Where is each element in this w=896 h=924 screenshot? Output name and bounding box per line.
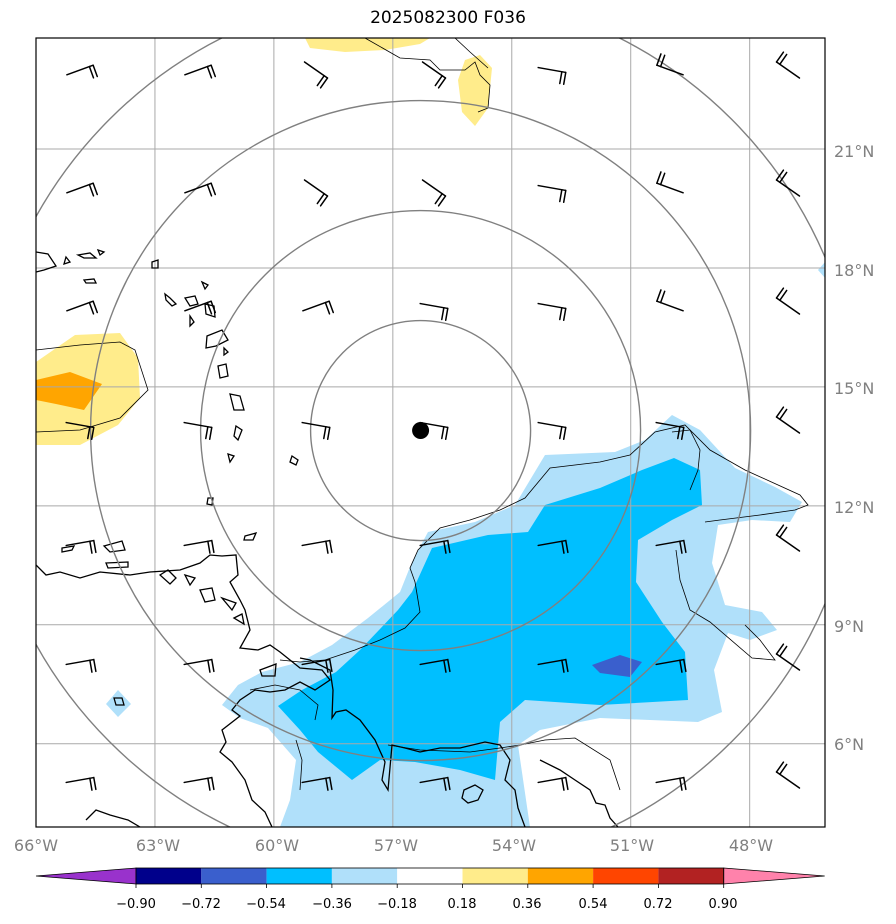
colorbar-swatch bbox=[201, 868, 267, 884]
longitude-labels: 66°W 63°W 60°W 57°W 54°W 51°W 48°W bbox=[14, 836, 773, 855]
wind-barb bbox=[183, 539, 215, 554]
wind-barb bbox=[775, 643, 801, 671]
lat-label: 21°N bbox=[834, 142, 874, 161]
colorbar-swatch bbox=[527, 868, 594, 884]
wind-barb bbox=[184, 64, 217, 79]
graticule bbox=[36, 38, 825, 827]
wind-barb bbox=[303, 61, 329, 89]
lon-label: 51°W bbox=[610, 836, 654, 855]
wind-barb bbox=[656, 171, 684, 194]
lat-label: 18°N bbox=[834, 261, 874, 280]
wind-barb bbox=[184, 300, 217, 315]
wind-barb bbox=[65, 539, 97, 554]
lat-label: 15°N bbox=[834, 379, 874, 398]
wind-barb bbox=[301, 539, 333, 554]
colorbar-label: 0.90 bbox=[709, 897, 738, 912]
colorbar-frame bbox=[135, 867, 725, 885]
range-ring bbox=[309, 319, 532, 542]
wind-barb bbox=[537, 184, 567, 203]
wind-barb bbox=[183, 658, 215, 673]
wind-barb bbox=[419, 302, 449, 321]
wind-barb bbox=[419, 658, 451, 673]
lon-label: 54°W bbox=[492, 836, 536, 855]
wind-barb bbox=[775, 406, 801, 434]
wind-barb bbox=[656, 289, 684, 312]
wind-barb bbox=[775, 51, 801, 79]
wind-barb bbox=[775, 761, 801, 789]
wind-barb bbox=[65, 421, 95, 440]
wind-barb bbox=[655, 421, 685, 440]
wind-barb bbox=[421, 61, 447, 89]
wind-barb bbox=[301, 421, 331, 440]
wind-barb bbox=[184, 182, 217, 197]
wind-barb bbox=[655, 539, 687, 554]
wind-barb bbox=[301, 776, 333, 791]
wind-barb bbox=[421, 179, 447, 207]
colorbar-swatch bbox=[266, 868, 332, 884]
wind-barb bbox=[66, 64, 99, 79]
colorbar-label: −0.90 bbox=[116, 897, 156, 912]
colorbar-swatch bbox=[331, 868, 398, 884]
wind-barb bbox=[537, 658, 569, 673]
colorbar-label: −0.18 bbox=[377, 897, 417, 912]
storm-center-marker bbox=[412, 422, 430, 440]
wind-barb bbox=[65, 658, 97, 673]
wind-barb bbox=[537, 776, 569, 791]
range-ring bbox=[199, 209, 642, 652]
wind-barb bbox=[537, 302, 567, 321]
colorbar-extend-high bbox=[723, 867, 825, 885]
colorbar-swatch bbox=[658, 868, 724, 884]
colorbar-label: −0.54 bbox=[246, 897, 286, 912]
colorbar-extend-low bbox=[35, 867, 137, 885]
range-rings bbox=[36, 38, 825, 827]
lat-label: 6°N bbox=[834, 735, 864, 754]
wind-barb bbox=[65, 776, 97, 791]
wind-barb bbox=[537, 421, 567, 440]
lat-label: 9°N bbox=[834, 617, 864, 636]
range-ring bbox=[89, 99, 752, 762]
wind-barb bbox=[183, 776, 215, 791]
wind-barb bbox=[301, 658, 333, 673]
colorbar-labels: −0.90 −0.72 −0.54 −0.36 −0.18 0.18 0.36 … bbox=[116, 897, 737, 912]
colorbar-swatch bbox=[136, 868, 202, 884]
lon-label: 57°W bbox=[374, 836, 418, 855]
wind-barb bbox=[655, 658, 687, 673]
lat-label: 12°N bbox=[834, 498, 874, 517]
colorbar-swatch bbox=[462, 868, 528, 884]
latitude-labels: 21°N 18°N 15°N 12°N 9°N 6°N bbox=[834, 142, 874, 754]
lon-label: 60°W bbox=[255, 836, 299, 855]
colorbar-label: 0.36 bbox=[513, 897, 542, 912]
wind-barb bbox=[183, 421, 213, 440]
wind-barb bbox=[303, 179, 329, 207]
colorbar-label: 0.18 bbox=[448, 897, 477, 912]
wind-barb bbox=[537, 66, 567, 85]
wind-barb bbox=[656, 53, 684, 76]
wind-barb bbox=[419, 776, 451, 791]
wind-barb bbox=[302, 300, 335, 315]
wind-barb bbox=[775, 169, 801, 197]
wind-barb bbox=[655, 776, 687, 791]
colorbar-label: −0.36 bbox=[312, 897, 352, 912]
lon-label: 66°W bbox=[14, 836, 58, 855]
lon-label: 48°W bbox=[729, 836, 773, 855]
wind-barb bbox=[775, 524, 801, 552]
wind-barb bbox=[537, 539, 569, 554]
lon-label: 63°W bbox=[136, 836, 180, 855]
positive-anomaly-shading bbox=[36, 38, 492, 445]
wind-barb bbox=[66, 182, 99, 197]
wind-barbs bbox=[65, 51, 801, 791]
wind-barb bbox=[419, 539, 451, 554]
colorbar-label: 0.72 bbox=[644, 897, 673, 912]
colorbar bbox=[35, 867, 825, 888]
wind-barb bbox=[66, 300, 99, 315]
colorbar-label: 0.54 bbox=[579, 897, 608, 912]
colorbar-swatch bbox=[397, 868, 463, 884]
colorbar-label: −0.72 bbox=[181, 897, 221, 912]
wind-barb bbox=[775, 287, 801, 315]
map-title: 2025082300 F036 bbox=[370, 8, 526, 28]
map-frame bbox=[35, 37, 826, 828]
colorbar-swatch bbox=[593, 868, 659, 884]
